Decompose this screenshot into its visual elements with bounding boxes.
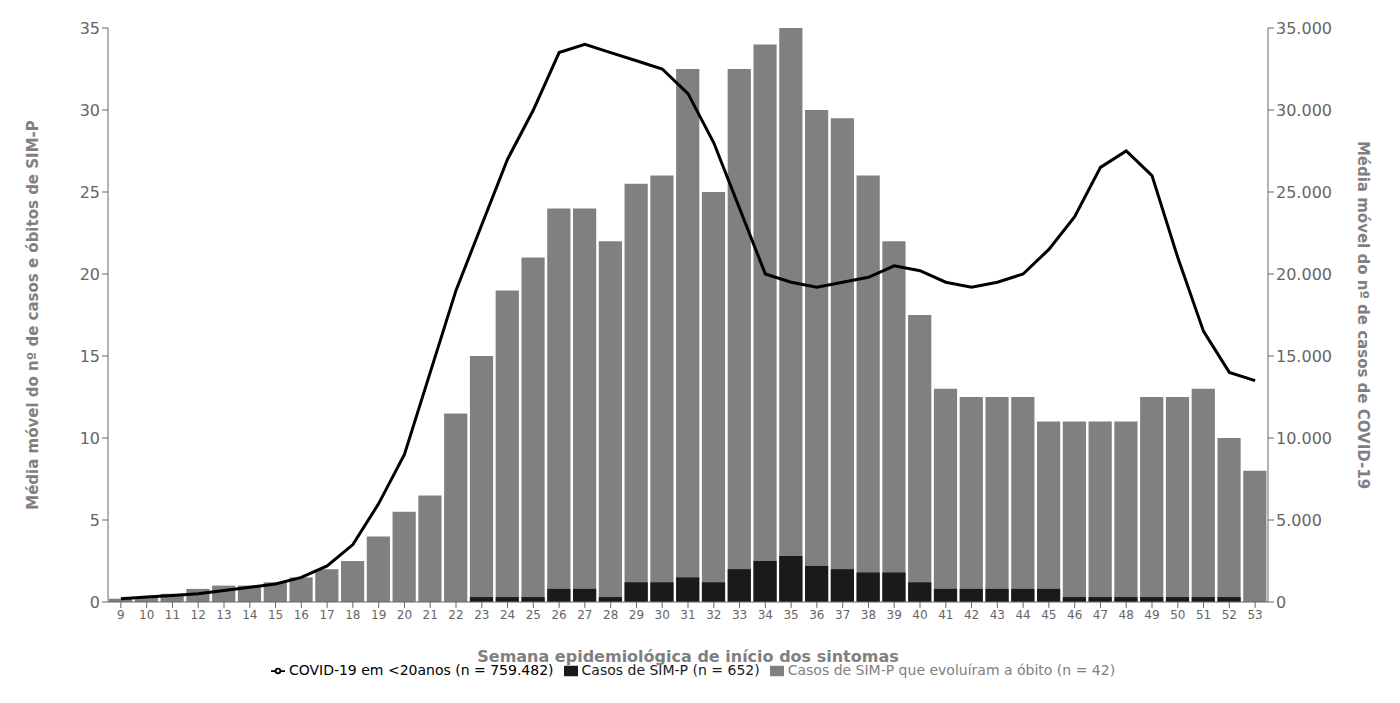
- svg-text:39: 39: [887, 608, 902, 622]
- svg-text:28: 28: [603, 608, 618, 622]
- svg-text:30.000: 30.000: [1276, 101, 1332, 120]
- svg-text:52: 52: [1222, 608, 1237, 622]
- svg-text:32: 32: [706, 608, 721, 622]
- svg-text:0: 0: [90, 593, 100, 612]
- svg-text:Média móvel do nº de casos de: Média móvel do nº de casos de COVID-19: [1354, 141, 1372, 489]
- svg-text:42: 42: [964, 608, 979, 622]
- svg-text:48: 48: [1119, 608, 1134, 622]
- svg-text:25.000: 25.000: [1276, 183, 1332, 202]
- svg-text:41: 41: [938, 608, 953, 622]
- html-text:Casos de SIM-P (n = 652): Casos de SIM-P (n = 652): [581, 662, 760, 678]
- svg-text:5: 5: [90, 511, 100, 530]
- svg-text:46: 46: [1067, 608, 1082, 622]
- svg-text:17: 17: [319, 608, 334, 622]
- html-text:COVID-19 em <20anos (n = 759.4: COVID-19 em <20anos (n = 759.482): [288, 662, 554, 678]
- svg-text:37: 37: [835, 608, 850, 622]
- svg-text:51: 51: [1196, 608, 1211, 622]
- svg-text:38: 38: [861, 608, 876, 622]
- svg-text:30: 30: [80, 101, 100, 120]
- svg-text:22: 22: [448, 608, 463, 622]
- svg-text:25: 25: [80, 183, 100, 202]
- svg-text:49: 49: [1144, 608, 1159, 622]
- svg-text:53: 53: [1247, 608, 1262, 622]
- svg-text:43: 43: [990, 608, 1005, 622]
- svg-text:Média móvel do nº de casos e ó: Média móvel do nº de casos e óbitos de S…: [24, 120, 42, 510]
- svg-text:23: 23: [474, 608, 489, 622]
- svg-text:15: 15: [268, 608, 283, 622]
- svg-text:14: 14: [242, 608, 257, 622]
- svg-text:20.000: 20.000: [1276, 265, 1332, 284]
- svg-text:27: 27: [577, 608, 592, 622]
- svg-text:18: 18: [345, 608, 360, 622]
- svg-text:47: 47: [1093, 608, 1108, 622]
- svg-text:24: 24: [500, 608, 515, 622]
- svg-text:10: 10: [139, 608, 154, 622]
- svg-text:11: 11: [165, 608, 180, 622]
- svg-text:25: 25: [526, 608, 541, 622]
- svg-text:35: 35: [80, 19, 100, 38]
- svg-text:15.000: 15.000: [1276, 347, 1332, 366]
- svg-text:20: 20: [80, 265, 100, 284]
- svg-text:36: 36: [809, 608, 824, 622]
- svg-text:Semana epidemiológica de iníci: Semana epidemiológica de início dos sint…: [477, 647, 898, 666]
- svg-text:12: 12: [191, 608, 206, 622]
- svg-text:5.000: 5.000: [1276, 511, 1322, 530]
- html-text:Casos de SIM-P que evoluíram a: Casos de SIM-P que evoluíram a óbito (n …: [787, 662, 1116, 678]
- svg-text:35: 35: [783, 608, 798, 622]
- svg-text:30: 30: [655, 608, 670, 622]
- svg-text:33: 33: [732, 608, 747, 622]
- svg-text:44: 44: [1015, 608, 1030, 622]
- svg-text:40: 40: [912, 608, 927, 622]
- svg-text:10: 10: [80, 429, 100, 448]
- svg-text:19: 19: [371, 608, 386, 622]
- svg-text:13: 13: [216, 608, 231, 622]
- svg-text:10.000: 10.000: [1276, 429, 1332, 448]
- svg-text:45: 45: [1041, 608, 1056, 622]
- svg-text:15: 15: [80, 347, 100, 366]
- svg-text:34: 34: [758, 608, 773, 622]
- svg-text:26: 26: [551, 608, 566, 622]
- svg-text:20: 20: [397, 608, 412, 622]
- svg-text:29: 29: [629, 608, 644, 622]
- svg-text:50: 50: [1170, 608, 1185, 622]
- svg-text:21: 21: [423, 608, 438, 622]
- svg-text:31: 31: [680, 608, 695, 622]
- svg-text:0: 0: [1276, 593, 1286, 612]
- svg-text:16: 16: [294, 608, 309, 622]
- svg-text:35.000: 35.000: [1276, 19, 1332, 38]
- svg-text:9: 9: [117, 608, 125, 622]
